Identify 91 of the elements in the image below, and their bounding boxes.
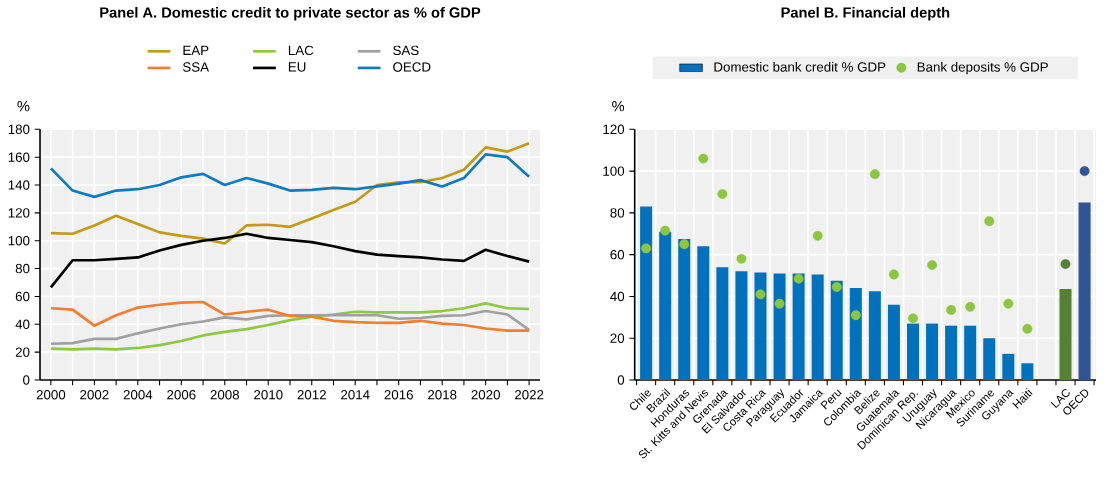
point bbox=[1022, 323, 1033, 334]
y-tick-label: 20 bbox=[610, 333, 625, 343]
x-tick-label: 2000 bbox=[36, 390, 66, 400]
point bbox=[660, 225, 671, 236]
point bbox=[717, 189, 728, 200]
point bbox=[679, 239, 690, 250]
y-tick-label: 100 bbox=[603, 166, 625, 176]
y-tick-label: 140 bbox=[8, 180, 30, 190]
bar bbox=[1078, 202, 1091, 380]
x-tick-label: 2016 bbox=[384, 390, 413, 400]
chart-title: Panel B. Financial depth bbox=[781, 6, 950, 21]
y-tick-label: 120 bbox=[603, 124, 625, 135]
bar bbox=[811, 274, 824, 380]
point bbox=[1060, 259, 1071, 269]
bar bbox=[678, 238, 691, 380]
bar bbox=[773, 273, 786, 380]
y-tick-label: 0 bbox=[23, 375, 30, 385]
bar bbox=[945, 325, 958, 380]
point bbox=[908, 313, 918, 324]
point bbox=[641, 243, 652, 254]
bar bbox=[1059, 289, 1072, 380]
y-tick-label: 100 bbox=[8, 236, 30, 246]
x-tick-label: 2018 bbox=[428, 390, 457, 400]
legend-label: OECD bbox=[393, 62, 431, 72]
legend-label: Domestic bank credit % GDP bbox=[714, 61, 886, 72]
point bbox=[698, 153, 709, 164]
line-series bbox=[49, 300, 531, 332]
line-series bbox=[49, 232, 531, 289]
y-axis-title: % bbox=[612, 101, 625, 112]
legend-label: EAP bbox=[183, 45, 209, 55]
point bbox=[1079, 166, 1090, 177]
point bbox=[965, 301, 976, 312]
bar bbox=[983, 338, 996, 380]
y-tick-label: 80 bbox=[15, 263, 30, 274]
y-tick-label: 60 bbox=[15, 291, 30, 302]
x-tick-label: 2006 bbox=[167, 390, 196, 400]
legend-label: EU bbox=[288, 62, 306, 72]
bar bbox=[754, 272, 767, 380]
point bbox=[946, 305, 957, 315]
x-tick-label: 2010 bbox=[254, 390, 283, 400]
y-tick-label: 0 bbox=[617, 375, 625, 385]
x-tick-label: 2004 bbox=[123, 390, 153, 400]
point bbox=[736, 253, 747, 264]
point bbox=[755, 289, 766, 300]
bar bbox=[1021, 363, 1034, 380]
bar bbox=[792, 273, 805, 380]
point bbox=[869, 169, 880, 180]
point bbox=[831, 282, 842, 292]
y-tick-label: 160 bbox=[8, 152, 30, 162]
point bbox=[984, 216, 995, 227]
bar bbox=[830, 280, 843, 380]
x-tick-label: 2020 bbox=[471, 390, 500, 400]
y-tick-label: 40 bbox=[610, 291, 625, 302]
legend-label: SSA bbox=[183, 62, 210, 72]
legend-label: SAS bbox=[393, 45, 419, 56]
y-tick-label: 80 bbox=[610, 208, 625, 218]
bar bbox=[926, 323, 939, 380]
bar bbox=[868, 291, 881, 380]
point bbox=[850, 310, 861, 321]
bar bbox=[1002, 353, 1015, 380]
bar bbox=[907, 323, 919, 380]
y-tick-label: 20 bbox=[15, 347, 30, 357]
bar bbox=[735, 271, 748, 380]
point bbox=[774, 298, 785, 309]
point bbox=[793, 273, 804, 284]
bar bbox=[640, 206, 653, 380]
y-axis-title: % bbox=[17, 101, 30, 112]
bar bbox=[697, 246, 710, 380]
bar bbox=[849, 288, 862, 380]
x-tick-label: 2022 bbox=[514, 390, 544, 400]
line-series bbox=[49, 141, 531, 245]
bar bbox=[964, 325, 977, 380]
x-tick-label: 2014 bbox=[341, 390, 370, 400]
x-tick-label: 2012 bbox=[297, 390, 326, 400]
point bbox=[888, 269, 899, 280]
line-series bbox=[49, 153, 531, 199]
legend-label: LAC bbox=[288, 45, 314, 56]
bar bbox=[887, 304, 900, 380]
y-tick-label: 120 bbox=[8, 208, 30, 218]
y-tick-label: 60 bbox=[610, 249, 625, 260]
bar bbox=[659, 231, 672, 380]
point bbox=[1003, 298, 1014, 309]
legend-label: Bank deposits % GDP bbox=[917, 61, 1048, 75]
x-tick-label: 2002 bbox=[80, 390, 109, 400]
x-tick-label: 2008 bbox=[210, 390, 240, 400]
chart-title: Panel A. Domestic credit to private sector as % of GDP bbox=[100, 6, 481, 21]
y-tick-label: 40 bbox=[15, 319, 30, 329]
point bbox=[812, 230, 823, 241]
bar bbox=[716, 267, 729, 380]
y-tick-label: 180 bbox=[8, 124, 30, 135]
point bbox=[927, 260, 937, 271]
